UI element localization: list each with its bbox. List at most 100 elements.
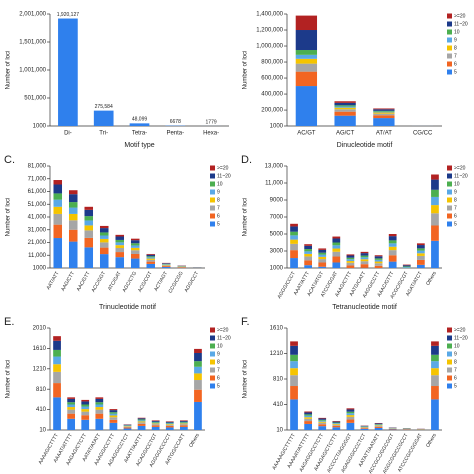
legend-swatch xyxy=(447,181,452,187)
legend-label: 8 xyxy=(454,359,457,365)
bar-segment xyxy=(332,425,341,428)
legend-swatch xyxy=(447,69,452,75)
bar-segment xyxy=(388,243,397,247)
bar-segment xyxy=(84,216,94,221)
legend-label: 9 xyxy=(454,351,457,357)
bar-segment xyxy=(318,424,327,427)
bar-segment xyxy=(99,238,109,243)
bar-segment xyxy=(332,256,341,263)
legend-swatch xyxy=(447,189,452,195)
bar-segment xyxy=(304,418,313,422)
bar-segment xyxy=(346,262,355,266)
bar-segment xyxy=(334,106,356,108)
bar-segment xyxy=(304,415,313,418)
y-tick-label: 1,000,000 xyxy=(256,44,283,50)
legend-swatch xyxy=(210,359,215,365)
legend-label: 7 xyxy=(454,367,457,373)
bar-segment xyxy=(81,399,90,402)
legend-label: 11~20 xyxy=(217,173,231,179)
bar-segment xyxy=(84,220,94,226)
y-tick-label: 10 xyxy=(39,428,46,434)
bar-segment xyxy=(318,421,327,423)
bar-segment xyxy=(295,71,318,87)
bar-segment xyxy=(388,240,397,244)
bar-segment xyxy=(416,259,425,265)
bar-segment xyxy=(332,238,341,243)
bar-segment xyxy=(290,375,298,387)
bar-segment xyxy=(151,421,160,423)
bar-segment xyxy=(165,425,174,428)
bar-segment xyxy=(318,419,327,421)
data-label: 1,920,127 xyxy=(57,12,79,18)
bar-segment xyxy=(304,245,313,250)
y-tick-label: 9000 xyxy=(270,198,284,204)
bar-segment xyxy=(374,424,383,426)
x-axis-title: Motif type xyxy=(124,142,154,149)
bar-segment xyxy=(388,261,397,268)
bar-segment xyxy=(374,424,383,425)
legend-label: 7 xyxy=(217,205,220,211)
legend-label: 10 xyxy=(454,29,460,35)
legend-label: 11~20 xyxy=(454,173,468,179)
bar-segment xyxy=(374,261,383,264)
bar-segment xyxy=(431,354,439,362)
bar-segment xyxy=(318,420,327,422)
bar-segment xyxy=(161,266,171,268)
panel-label: C. xyxy=(4,154,15,166)
legend-label: 11~20 xyxy=(454,335,468,341)
bar-segment xyxy=(346,265,355,268)
bar-segment xyxy=(346,257,355,260)
bar-segment xyxy=(109,410,118,413)
bar-segment xyxy=(194,401,202,430)
bar-segment xyxy=(334,101,356,103)
legend-swatch xyxy=(447,367,452,373)
bar-segment xyxy=(290,223,298,227)
bar-segment xyxy=(165,422,174,424)
bar-segment xyxy=(373,113,395,116)
bar-segment xyxy=(137,422,146,424)
bar-segment xyxy=(137,425,146,430)
bar-segment xyxy=(68,229,78,242)
legend-label: 7 xyxy=(217,367,220,373)
legend-label: 6 xyxy=(217,213,220,219)
bar-segment xyxy=(130,247,140,251)
bar-segment xyxy=(295,15,318,31)
bar-segment xyxy=(179,420,188,422)
bar-segment xyxy=(53,340,61,350)
bar-segment xyxy=(53,383,61,398)
bar-segment xyxy=(130,253,140,259)
x-axis-title: Dinucleotide motif xyxy=(337,142,393,149)
y-tick-label: 501,000 xyxy=(24,96,46,102)
y-axis-title: Number of loci xyxy=(6,198,12,237)
legend-swatch xyxy=(447,351,452,357)
y-axis-title: Number of loci xyxy=(243,51,249,90)
y-tick-label: 810 xyxy=(36,387,47,393)
bar-segment xyxy=(290,354,298,362)
bar-segment xyxy=(81,401,90,405)
legend-swatch xyxy=(210,213,215,219)
bar-segment xyxy=(165,427,174,430)
bar-segment xyxy=(137,417,146,419)
y-tick-label: 200,000 xyxy=(261,108,283,114)
bar-segment xyxy=(165,424,174,426)
legend-label: 7 xyxy=(454,53,457,59)
bar-segment xyxy=(177,267,187,268)
legend-label: >=20 xyxy=(454,13,466,19)
bar-segment xyxy=(295,86,318,126)
y-tick-label: 21,000 xyxy=(28,240,47,246)
panel-label: D. xyxy=(241,154,252,166)
bar-segment xyxy=(130,243,140,246)
x-tick-label: CG/CC xyxy=(413,131,433,137)
bar xyxy=(58,18,78,127)
bar-segment xyxy=(68,207,78,214)
bar-segment xyxy=(53,364,61,372)
legend-label: 7 xyxy=(454,205,457,211)
legend-swatch xyxy=(447,197,452,203)
bar-segment xyxy=(84,225,94,231)
bar-segment xyxy=(304,417,313,419)
x-tick-label: AAC/GTT xyxy=(76,271,92,293)
bar-segment xyxy=(84,237,94,248)
legend-label: 10 xyxy=(454,181,460,187)
bar-segment xyxy=(374,425,383,427)
bar-segment xyxy=(431,341,439,346)
